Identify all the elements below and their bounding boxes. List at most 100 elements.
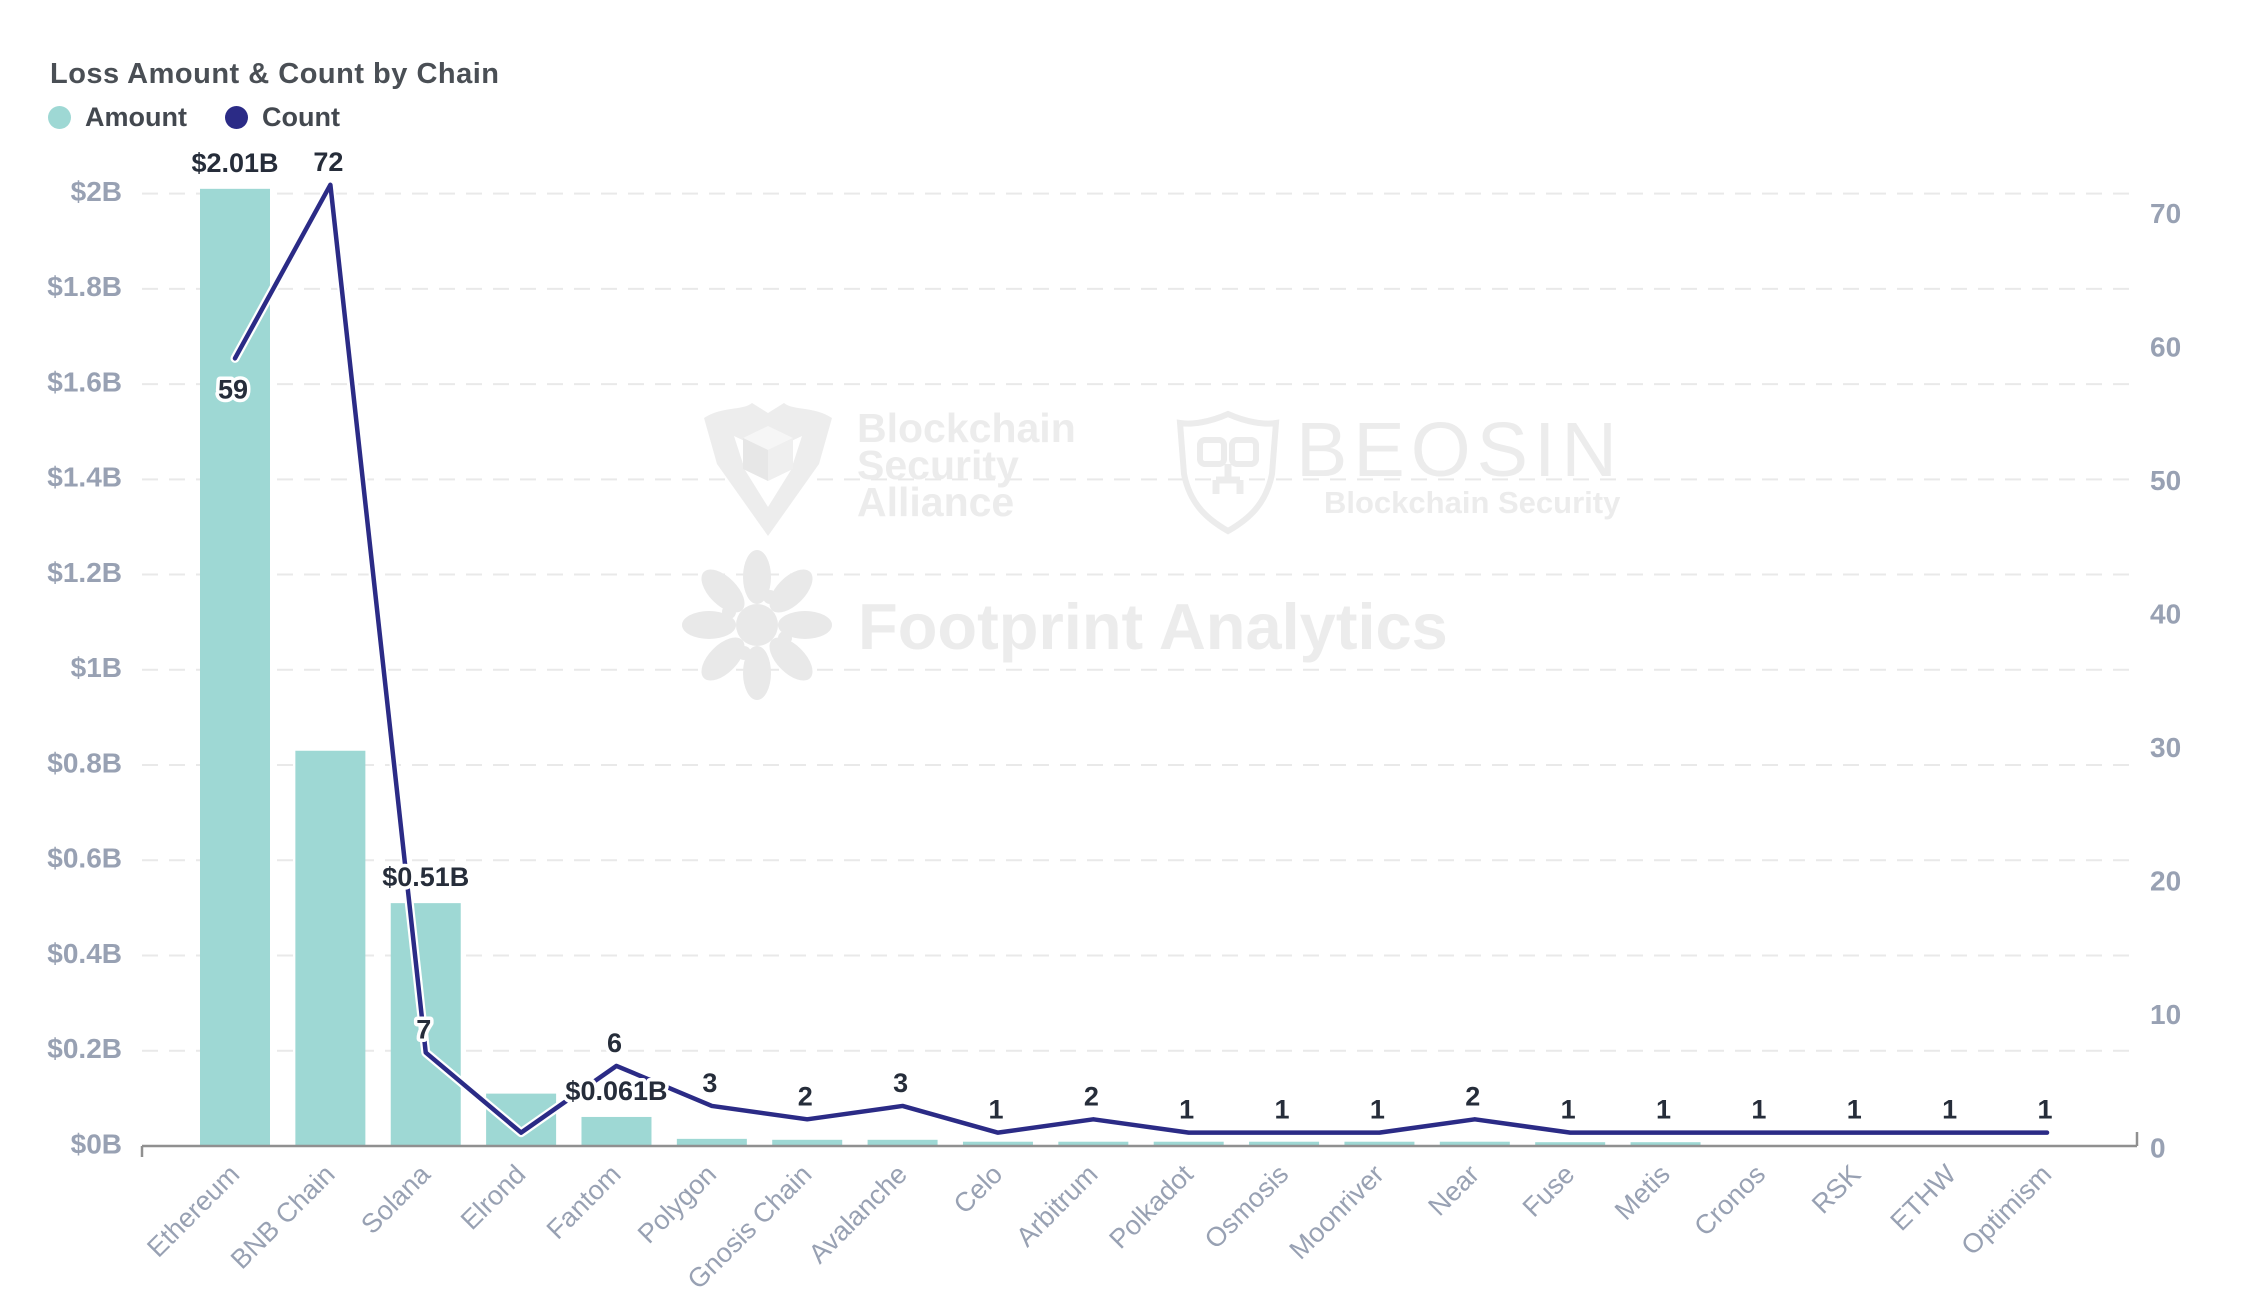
bar-osmosis[interactable]: [1249, 1141, 1320, 1146]
count-label-osmosis: 1: [1275, 1095, 1290, 1125]
left-axis-tick-label: $1.8B: [47, 271, 122, 302]
amount-label-ethereum: $2.01B: [191, 148, 278, 178]
left-axis-tick-label: $0B: [71, 1128, 122, 1159]
x-axis-label-polkadot: Polkadot: [1103, 1159, 1199, 1255]
watermark-layer: Blockchain Security Alliance BEOSIN Bloc…: [682, 403, 1623, 700]
watermark-footprint-name: Footprint Analytics: [858, 590, 1448, 663]
count-line[interactable]: [232, 182, 2050, 1135]
bar-polygon[interactable]: [676, 1138, 747, 1146]
bar-ethereum[interactable]: [200, 188, 270, 1146]
amount-swatch-icon: [48, 106, 71, 129]
left-axis-tick-label: $1.2B: [47, 557, 122, 588]
count-label-moonriver: 1: [1370, 1095, 1385, 1125]
right-axis-tick-label: 60: [2150, 331, 2181, 362]
count-swatch-icon: [224, 106, 248, 129]
chart-title: Loss Amount & Count by Chain: [50, 58, 500, 90]
count-label-near: 2: [1465, 1081, 1480, 1111]
amount-label-solana: $0.51B: [382, 862, 469, 892]
count-label-celo: 1: [988, 1095, 1003, 1125]
watermark-beosin: BEOSIN Blockchain Security: [1176, 407, 1623, 535]
data-labels-layer: $2.01B $0.51B $0.061B 59 72 7 6 3 2 3 1 2 1 1 1 2 1 1 1 1 1 1: [188, 143, 2056, 1128]
watermark-alliance-line1: Blockchain: [857, 405, 1076, 451]
bar-polkadot[interactable]: [1153, 1141, 1224, 1146]
bar-celo[interactable]: [962, 1141, 1033, 1146]
bar-gnosis-chain[interactable]: [772, 1139, 843, 1146]
count-label-ethereum: 59: [218, 374, 248, 404]
count-label-solana: 7: [416, 1015, 431, 1045]
bar-arbitrum[interactable]: [1058, 1141, 1129, 1146]
axes-layer: $0B $0.2B $0.4B $0.6B $0.8B $1B $1.2B $1.4B $1.6…: [47, 176, 2181, 1295]
x-axis-label-ethw: ETHW: [1884, 1159, 1962, 1237]
bar-avalanche[interactable]: [867, 1139, 938, 1146]
flower-icon: [682, 550, 832, 700]
legend-count-label: Count: [261, 102, 340, 132]
x-axis-label-fantom: Fantom: [541, 1159, 627, 1245]
right-axis-tick-label: 20: [2150, 865, 2181, 896]
watermark-footprint: Footprint Analytics: [682, 550, 1448, 700]
right-axis-tick-label: 50: [2150, 465, 2181, 496]
count-label-avalanche: 3: [893, 1068, 908, 1098]
count-label-arbitrum: 2: [1084, 1081, 1099, 1111]
bar-near[interactable]: [1439, 1141, 1510, 1146]
left-axis-tick-label: $1.6B: [47, 366, 122, 397]
left-axis-tick-label: $1.4B: [47, 462, 122, 493]
amount-label-fantom: $0.061B: [565, 1076, 667, 1106]
count-label-cronos: 1: [1751, 1095, 1766, 1125]
count-label-bnb-chain: 72: [313, 147, 343, 177]
left-axis-tick-label: $1B: [71, 652, 122, 683]
watermark-alliance-line2: Security: [857, 442, 1019, 488]
left-axis-tick-label: $0.6B: [47, 843, 122, 874]
count-label-metis: 1: [1656, 1095, 1671, 1125]
right-axis-tick-label: 30: [2150, 732, 2181, 763]
bar-fuse[interactable]: [1535, 1142, 1606, 1146]
x-axis-label-near: Near: [1422, 1159, 1485, 1222]
bar-bnb-chain[interactable]: [295, 750, 366, 1146]
count-label-fantom: 6: [607, 1028, 622, 1058]
count-label-rsk: 1: [1847, 1095, 1862, 1125]
x-axis-label-metis: Metis: [1609, 1159, 1676, 1226]
x-axis-label-avalanche: Avalanche: [803, 1159, 913, 1269]
count-label-ethw: 1: [1942, 1095, 1957, 1125]
bar-moonriver[interactable]: [1344, 1141, 1415, 1146]
count-label-polygon: 3: [702, 1068, 717, 1098]
x-axis-label-celo: Celo: [948, 1159, 1008, 1219]
shield-circuit-icon: [1176, 410, 1280, 535]
x-axis-label-cronos: Cronos: [1688, 1159, 1771, 1242]
x-axis-label-optimism: Optimism: [1955, 1159, 2057, 1261]
gridlines: [142, 192, 2137, 1052]
left-axis-tick-label: $0.4B: [47, 938, 122, 969]
count-label-fuse: 1: [1561, 1095, 1576, 1125]
legend-item-amount[interactable]: Amount: [48, 102, 187, 133]
x-axis-label-solana: Solana: [355, 1158, 436, 1239]
shield-cube-icon: [704, 403, 832, 536]
watermark-beosin-tagline: Blockchain Security: [1324, 485, 1621, 520]
x-axis-label-polygon: Polygon: [632, 1159, 722, 1249]
count-label-gnosis-chain: 2: [798, 1081, 813, 1111]
left-axis-tick-label: $2B: [71, 176, 122, 207]
x-axis-label-arbitrum: Arbitrum: [1010, 1159, 1103, 1252]
watermark-beosin-name: BEOSIN: [1296, 407, 1623, 493]
series-layer: [200, 180, 2052, 1146]
right-axis-tick-label: 70: [2150, 198, 2181, 229]
x-axis-label-elrond: Elrond: [455, 1159, 531, 1235]
legend: Amount Count: [48, 102, 340, 133]
count-label-polkadot: 1: [1179, 1095, 1194, 1125]
bar-fantom[interactable]: [581, 1116, 652, 1146]
right-axis-tick-label: 0: [2150, 1132, 2166, 1163]
right-axis-tick-label: 40: [2150, 598, 2181, 629]
count-label-optimism: 1: [2038, 1095, 2053, 1125]
x-axis-label-fuse: Fuse: [1517, 1159, 1581, 1223]
legend-item-count[interactable]: Count: [224, 102, 340, 133]
x-axis-label-osmosis: Osmosis: [1199, 1159, 1294, 1254]
left-axis-tick-label: $0.2B: [47, 1033, 122, 1064]
right-axis-tick-label: 10: [2150, 999, 2181, 1030]
bar-metis[interactable]: [1630, 1142, 1701, 1146]
x-axis-label-rsk: RSK: [1806, 1159, 1866, 1219]
x-axis-label-bnb-chain: BNB Chain: [225, 1159, 341, 1275]
x-axis-label-moonriver: Moonriver: [1284, 1159, 1390, 1265]
left-axis-tick-label: $0.8B: [47, 747, 122, 778]
watermark-alliance-line3: Alliance: [857, 479, 1014, 525]
legend-amount-label: Amount: [85, 102, 187, 132]
